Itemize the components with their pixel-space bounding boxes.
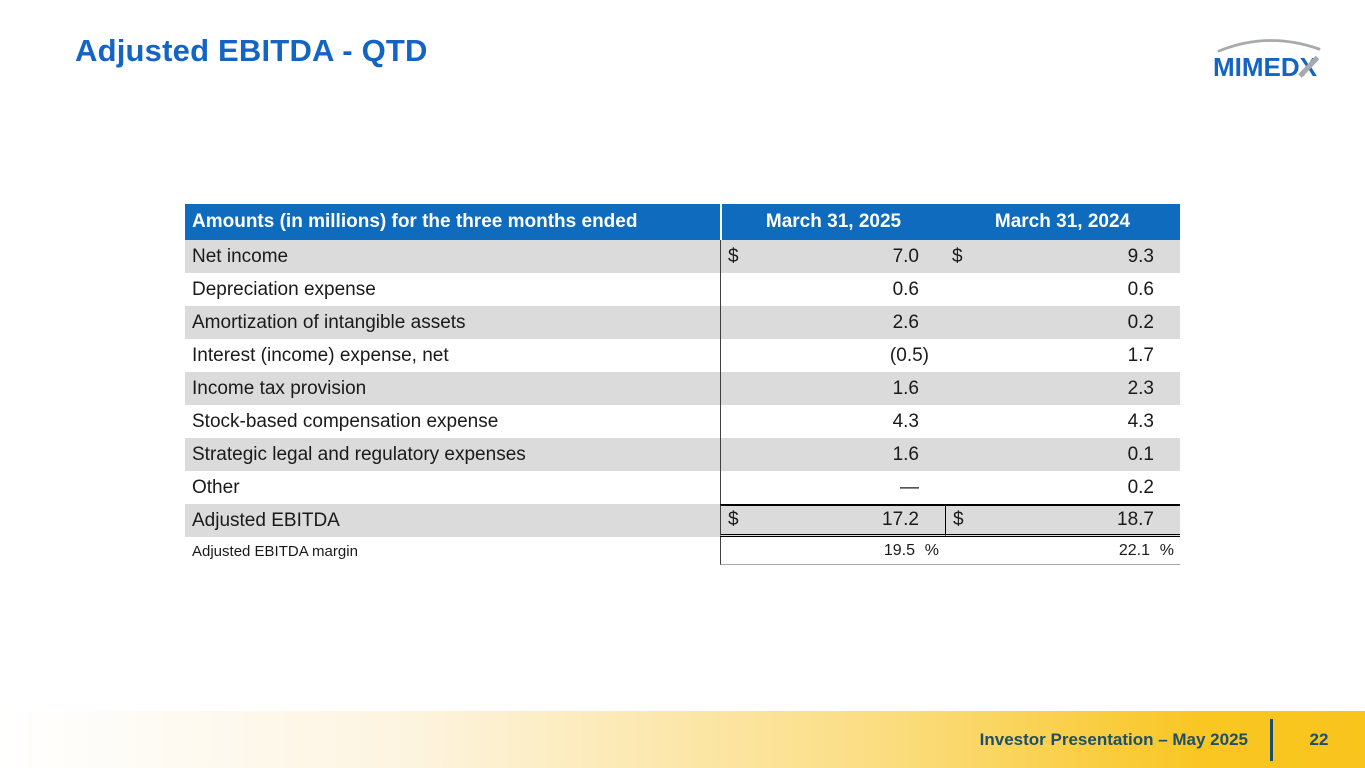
- logo-x-gray-stroke-icon: [1298, 55, 1320, 78]
- value-text: 1.6: [892, 377, 919, 399]
- value-text: 17.2: [882, 509, 919, 530]
- value-2025: $ 7.0: [720, 240, 945, 273]
- table-header-row: Amounts (in millions) for the three mont…: [185, 204, 1180, 240]
- percent-sign: %: [1159, 541, 1174, 559]
- row-label: Other: [192, 476, 240, 498]
- value-2024: 1.7: [945, 339, 1180, 372]
- value-text: 4.3: [1127, 410, 1154, 432]
- value-text: (0.5): [889, 344, 929, 366]
- value-text: 9.3: [1127, 245, 1154, 267]
- table-row-ebitda-margin: Adjusted EBITDA margin 19.5 % 22.1 %: [185, 537, 1180, 565]
- value-2025: (0.5): [720, 339, 945, 372]
- value-text: 1.6: [892, 443, 919, 465]
- table-row-depreciation: Depreciation expense 0.6 0.6: [185, 273, 1180, 306]
- row-label: Stock-based compensation expense: [192, 410, 499, 432]
- page-number: 22: [1309, 729, 1329, 749]
- value-text: 18.7: [1117, 509, 1154, 530]
- table-row-income-tax: Income tax provision 1.6 2.3: [185, 372, 1180, 405]
- value-text: 0.6: [1127, 278, 1154, 300]
- value-2025: 2.6: [720, 306, 945, 339]
- table-row-adjusted-ebitda: Adjusted EBITDA $ 17.2 $ 18.7: [185, 504, 1180, 537]
- value-2025: 4.3: [720, 405, 945, 438]
- value-2024: 0.2: [945, 306, 1180, 339]
- row-label: Amortization of intangible assets: [192, 311, 466, 333]
- table-row-strategic-legal: Strategic legal and regulatory expenses …: [185, 438, 1180, 471]
- value-text: 0.1: [1127, 443, 1154, 465]
- dollar-sign: $: [728, 245, 739, 267]
- row-label: Adjusted EBITDA: [192, 509, 340, 531]
- value-2025: $ 17.2: [720, 504, 945, 537]
- value-text: 4.3: [892, 410, 919, 432]
- value-2024: 4.3: [945, 405, 1180, 438]
- logo-text: MIMEDX: [1213, 52, 1318, 82]
- value-text: 2.6: [892, 311, 919, 333]
- value-text: 2.3: [1127, 377, 1154, 399]
- header-label: Amounts (in millions) for the three mont…: [192, 211, 638, 232]
- row-label: Interest (income) expense, net: [192, 344, 449, 366]
- value-text: 0.6: [892, 278, 919, 300]
- header-col-2025: March 31, 2025: [720, 204, 945, 240]
- table-row-other: Other — 0.2: [185, 471, 1180, 504]
- adjusted-ebitda-table: Amounts (in millions) for the three mont…: [185, 204, 1180, 565]
- row-label: Income tax provision: [192, 377, 367, 399]
- mimedx-logo: MIMEDX: [1213, 36, 1333, 86]
- footer-presentation-label: Investor Presentation – May 2025: [979, 729, 1248, 749]
- table-row-amortization: Amortization of intangible assets 2.6 0.…: [185, 306, 1180, 339]
- value-text: —: [900, 476, 919, 498]
- table-row-net-income: Net income $ 7.0 $ 9.3: [185, 240, 1180, 273]
- value-text: 19.5: [883, 541, 915, 559]
- page-title: Adjusted EBITDA - QTD: [75, 33, 428, 68]
- header-col-2024: March 31, 2024: [994, 211, 1131, 232]
- value-2024: 0.2: [945, 471, 1180, 504]
- row-label: Strategic legal and regulatory expenses: [192, 443, 526, 465]
- value-2025: 1.6: [720, 372, 945, 405]
- slide-footer: Investor Presentation – May 2025 22: [0, 711, 1365, 768]
- value-text: 7.0: [892, 245, 919, 267]
- value-text: 0.2: [1127, 476, 1154, 498]
- value-2024: 0.1: [945, 438, 1180, 471]
- value-2024: 2.3: [945, 372, 1180, 405]
- dollar-sign: $: [728, 509, 739, 530]
- value-2024: $ 18.7: [945, 504, 1180, 537]
- value-2025: 19.5 %: [720, 537, 945, 565]
- mimedx-logo-graphic: MIMEDX: [1213, 39, 1321, 82]
- value-2024: 0.6: [945, 273, 1180, 306]
- value-2025: 1.6: [720, 438, 945, 471]
- value-2025: 0.6: [720, 273, 945, 306]
- value-2025: —: [720, 471, 945, 504]
- value-2024: $ 9.3: [945, 240, 1180, 273]
- percent-sign: %: [924, 541, 939, 559]
- dollar-sign: $: [952, 245, 963, 267]
- footer-divider: [1270, 718, 1273, 761]
- value-text: 1.7: [1127, 344, 1154, 366]
- logo-arc-icon: [1217, 39, 1321, 53]
- dollar-sign: $: [953, 509, 964, 530]
- value-2024: 22.1 %: [945, 537, 1180, 565]
- row-label: Net income: [192, 245, 289, 267]
- row-label: Adjusted EBITDA margin: [192, 542, 358, 560]
- value-text: 0.2: [1127, 311, 1154, 333]
- table-row-interest: Interest (income) expense, net (0.5) 1.7: [185, 339, 1180, 372]
- row-label: Depreciation expense: [192, 278, 376, 300]
- value-text: 22.1: [1118, 541, 1150, 559]
- table-row-stock-comp: Stock-based compensation expense 4.3 4.3: [185, 405, 1180, 438]
